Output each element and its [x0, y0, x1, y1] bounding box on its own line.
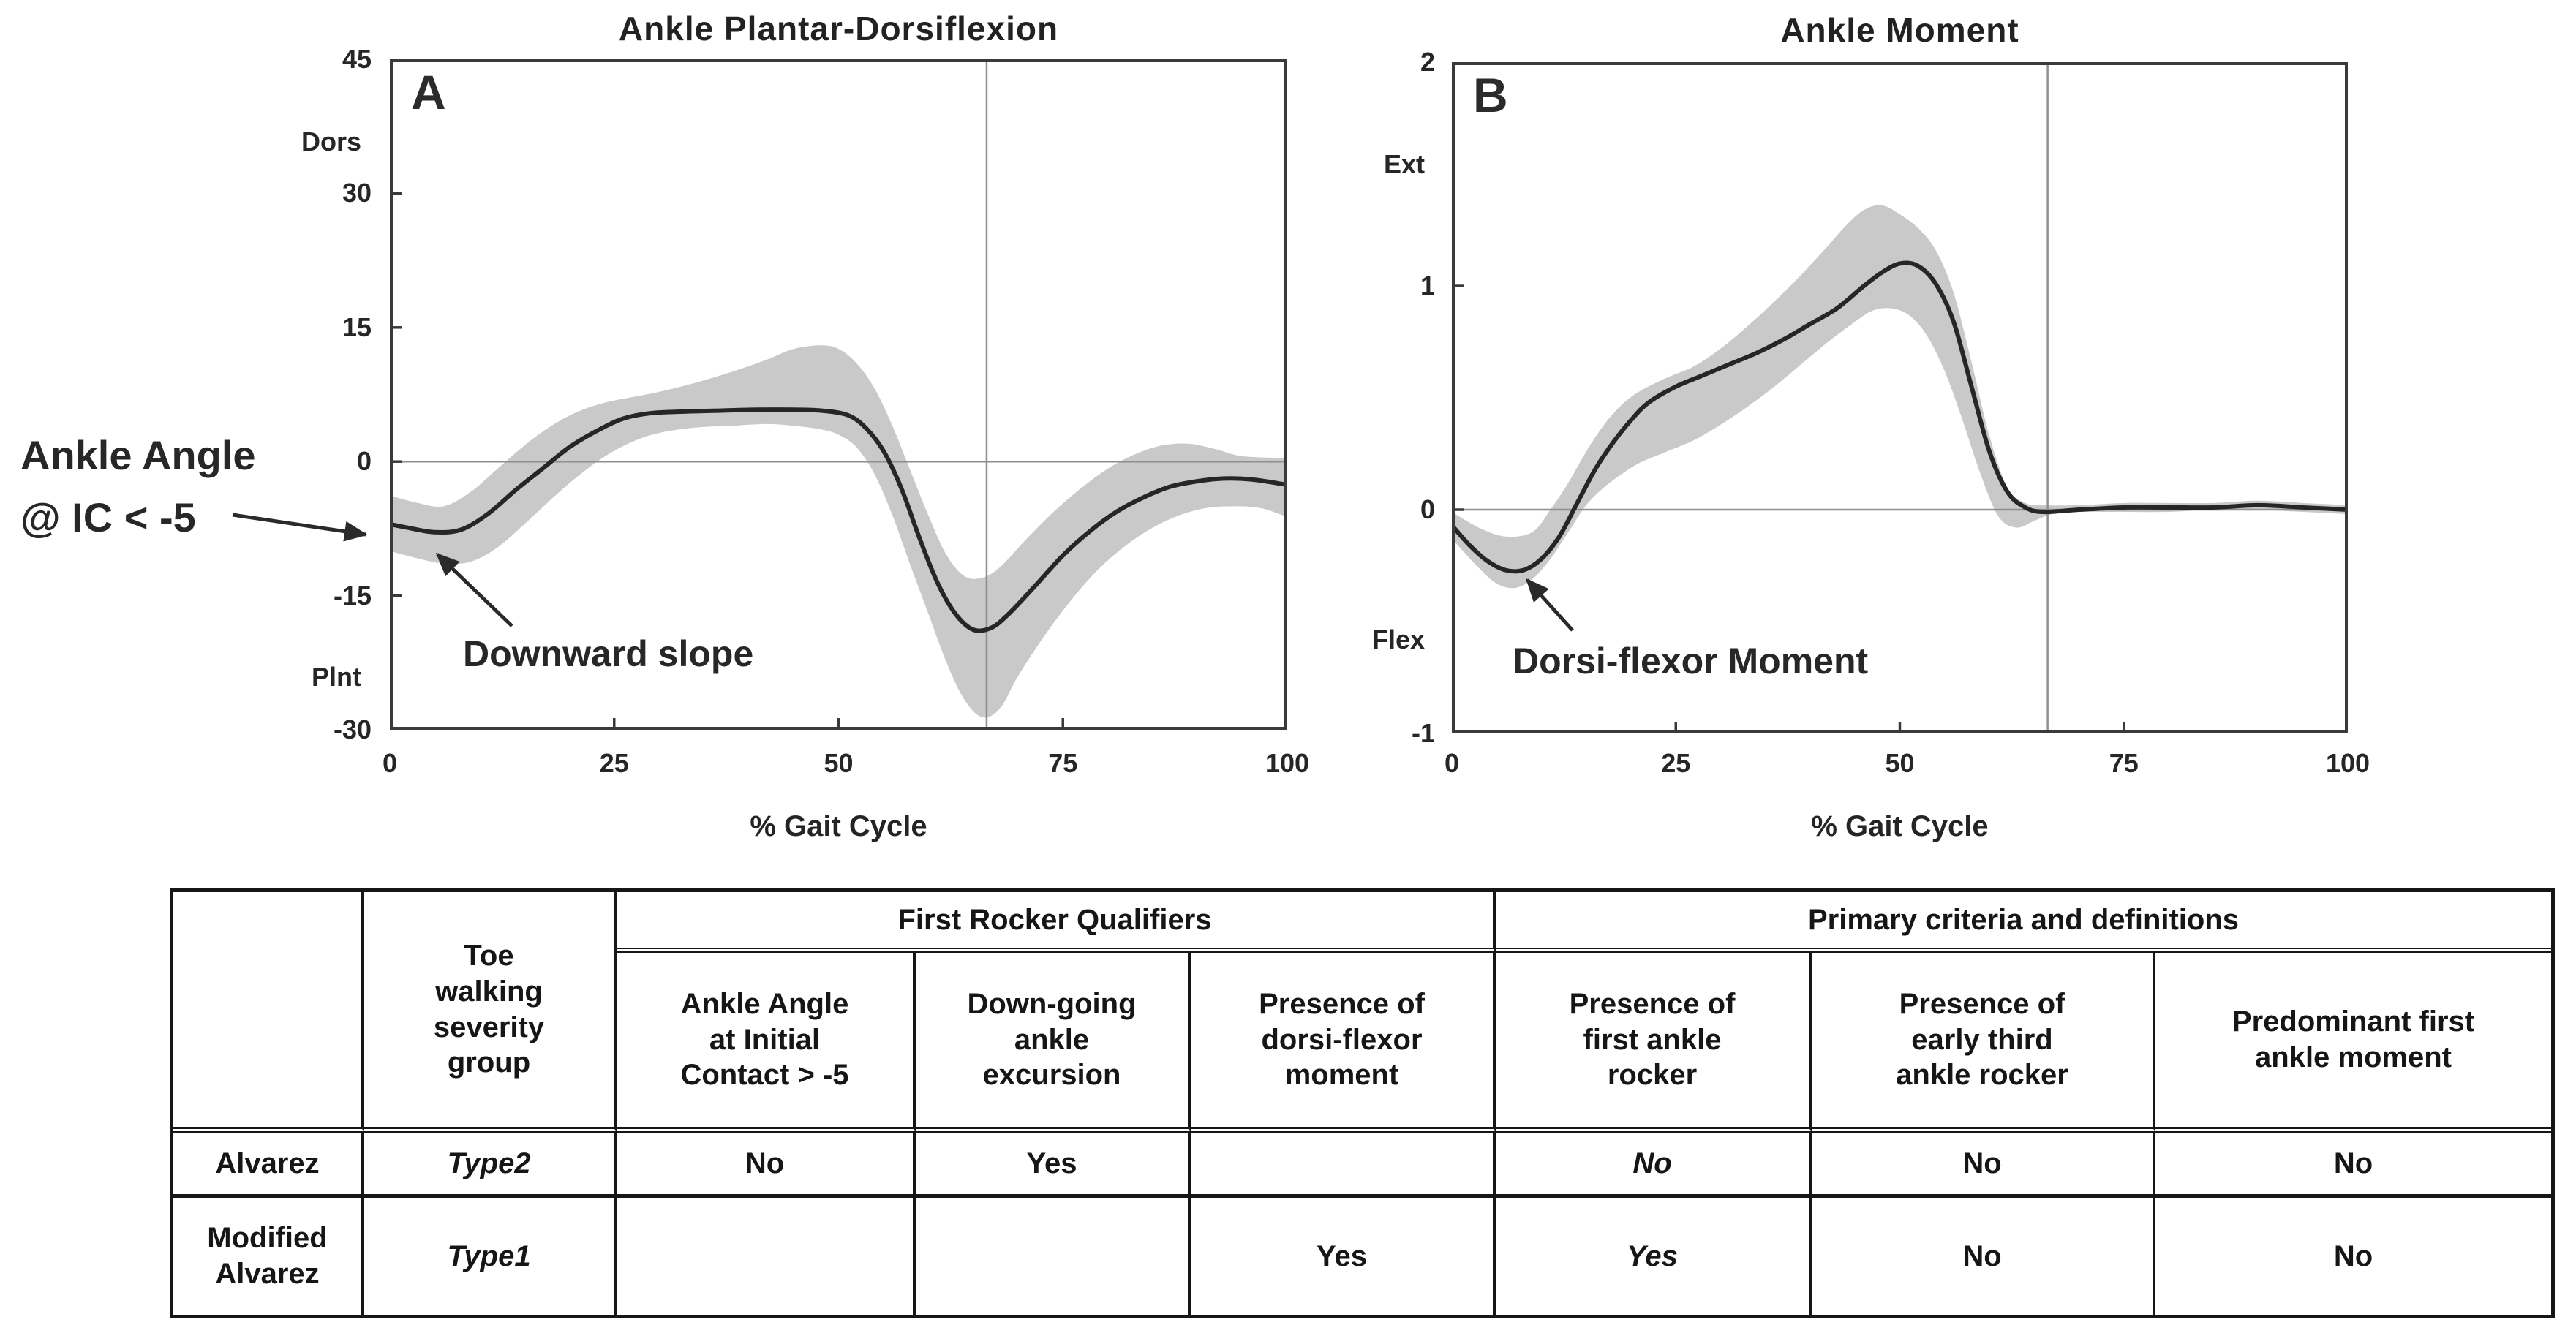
criteria-table: Toe walking severity group First Rocker …	[170, 888, 2555, 1318]
table-header-ankle-angle-ic: Ankle Angle at Initial Contact > -5	[617, 953, 916, 1133]
y-tick-label: 30	[342, 178, 372, 208]
table-group-header-first-rocker: First Rocker Qualifiers	[617, 892, 1496, 953]
y-tick-label: 2	[1420, 47, 1435, 77]
cell-alvarez-severity: Type2	[364, 1133, 617, 1198]
y-tick-label: -15	[333, 580, 372, 611]
table-header-severity-group: Toe walking severity group	[364, 892, 617, 1133]
cell-modified-third-rocker: No	[1812, 1198, 2155, 1315]
y-tick-label: -1	[1411, 718, 1435, 748]
cell-modified-dorsiflexor: Yes	[1191, 1198, 1496, 1315]
y-axis-upper-label: Ext	[1383, 149, 1425, 179]
table-row-alvarez: Alvarez Type2 No Yes No No No	[173, 1133, 2551, 1198]
panel-a-letter: A	[411, 65, 446, 119]
cell-alvarez-predominant: No	[2155, 1133, 2551, 1198]
y-tick-label: 1	[1420, 271, 1435, 301]
table-corner-cell	[173, 892, 364, 1133]
y-tick-label: 45	[342, 44, 372, 74]
annotation-downward-slope: Downward slope	[463, 633, 754, 674]
table-header-down-going-excursion: Down-going ankle excursion	[916, 953, 1191, 1133]
x-tick-label: 50	[1885, 748, 1915, 778]
y-tick-label: 15	[342, 312, 372, 342]
chart-b-title: Ankle Moment	[1780, 11, 2019, 49]
table-header-predominant-first-moment: Predominant first ankle moment	[2155, 953, 2551, 1133]
x-tick-label: 25	[599, 748, 629, 778]
chart-a-xaxis-title: % Gait Cycle	[750, 810, 927, 842]
row-label-modified-alvarez: Modified Alvarez	[173, 1198, 364, 1315]
y-axis-lower-label: Flex	[1371, 624, 1425, 654]
table-header-first-ankle-rocker: Presence of first ankle rocker	[1496, 953, 1812, 1133]
row-label-alvarez: Alvarez	[173, 1133, 364, 1198]
cell-modified-down-going	[916, 1198, 1191, 1315]
x-tick-label: 0	[382, 748, 398, 778]
cell-alvarez-first-rocker: No	[1496, 1133, 1812, 1198]
x-tick-label: 100	[2325, 748, 2370, 778]
x-tick-label: 75	[2109, 748, 2139, 778]
x-tick-label: 50	[824, 748, 854, 778]
x-tick-label: 0	[1444, 748, 1460, 778]
x-tick-label: 100	[1265, 748, 1310, 778]
y-axis-upper-label: Dors	[301, 127, 361, 156]
cell-alvarez-ankle-angle: No	[617, 1133, 916, 1198]
y-axis-lower-label: Plnt	[312, 662, 361, 692]
cell-modified-first-rocker: Yes	[1496, 1198, 1812, 1315]
annotation-ankle-angle-ic: Ankle Angle @ IC < -5	[20, 432, 256, 541]
x-tick-label: 25	[1661, 748, 1691, 778]
chart-b-plot	[1450, 62, 2350, 733]
cell-modified-predominant: No	[2333, 1239, 2373, 1272]
cell-modified-severity: Type1	[364, 1198, 617, 1315]
table-header-dorsiflexor-moment: Presence of dorsi-flexor moment	[1191, 953, 1496, 1133]
x-tick-label: 75	[1048, 748, 1078, 778]
cell-modified-ankle-angle	[617, 1198, 916, 1315]
panel-b-letter: B	[1473, 68, 1508, 122]
chart-a-title: Ankle Plantar-Dorsiflexion	[618, 10, 1059, 48]
cell-alvarez-dorsiflexor	[1191, 1133, 1496, 1198]
chart-a-plot	[388, 59, 1289, 730]
table-row-modified-alvarez: Modified Alvarez Type1 Yes Yes No No	[173, 1198, 2551, 1315]
cell-alvarez-down-going: Yes	[916, 1133, 1191, 1198]
y-tick-label: -30	[333, 714, 372, 744]
annotation-dorsiflexor-moment: Dorsi-flexor Moment	[1513, 641, 1869, 682]
y-tick-label: 0	[1420, 494, 1435, 524]
table-group-header-primary-criteria: Primary criteria and definitions	[1496, 892, 2551, 953]
chart-b-xaxis-title: % Gait Cycle	[1811, 810, 1989, 842]
cell-alvarez-third-rocker: No	[1812, 1133, 2155, 1198]
table-header-early-third-rocker: Presence of early third ankle rocker	[1812, 953, 2155, 1133]
y-tick-label: 0	[356, 446, 372, 477]
